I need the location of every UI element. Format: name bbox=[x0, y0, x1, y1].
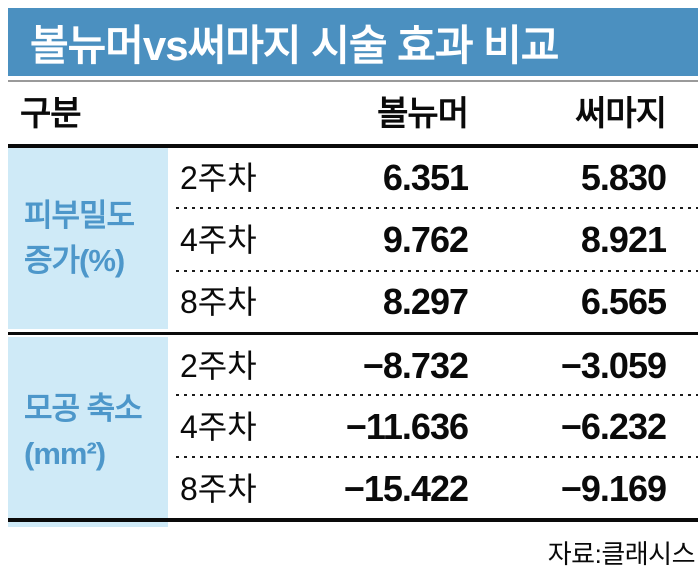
week-label: 8주차 bbox=[180, 284, 257, 320]
week-label: 2주차 bbox=[180, 348, 257, 384]
volnewmer-value: 8.297 bbox=[382, 281, 469, 322]
volnewmer-value: −11.636 bbox=[345, 406, 469, 447]
volnewmer-value: 9.762 bbox=[382, 219, 469, 260]
table-row: 2주차 6.351 5.830 bbox=[8, 149, 698, 207]
group-separator-rule bbox=[8, 332, 698, 335]
dotted-divider bbox=[176, 270, 698, 272]
table-row: 8주차 −15.422 −9.169 bbox=[8, 460, 698, 518]
group-label-pore-reduction: 모공 축소 (mm²) bbox=[8, 337, 168, 527]
thermage-value: 8.921 bbox=[580, 219, 667, 260]
source-credit: 자료:클래시스 bbox=[547, 539, 696, 566]
header-thermage: 써마지 bbox=[575, 95, 667, 133]
group-label-line: 증가(%) bbox=[24, 242, 125, 278]
header-rule bbox=[8, 144, 698, 148]
table-row: 4주차 9.762 8.921 bbox=[8, 211, 698, 269]
thermage-value: −3.059 bbox=[560, 345, 667, 386]
week-label: 4주차 bbox=[180, 409, 257, 445]
thermage-value: 5.830 bbox=[580, 157, 667, 198]
group-label-line: 모공 축소 bbox=[24, 391, 143, 427]
header-volnewmer: 볼뉴머 bbox=[377, 95, 469, 133]
thermage-value: −9.169 bbox=[560, 468, 667, 509]
table-row: 8주차 8.297 6.565 bbox=[8, 273, 698, 331]
thermage-value: −6.232 bbox=[560, 406, 667, 447]
table-row: 2주차 −8.732 −3.059 bbox=[8, 337, 698, 395]
volnewmer-value: −8.732 bbox=[362, 345, 469, 386]
group-label-skin-density: 피부밀도 증가(%) bbox=[8, 148, 168, 329]
header-category: 구분 bbox=[20, 95, 82, 133]
dotted-divider bbox=[176, 456, 698, 458]
group-label-line: (mm²) bbox=[24, 436, 106, 471]
title-underline bbox=[8, 80, 698, 82]
page-title: 볼뉴머vs써마지 시술 효과 비교 bbox=[30, 21, 559, 69]
dotted-divider bbox=[176, 394, 698, 396]
table-row: 4주차 −11.636 −6.232 bbox=[8, 398, 698, 456]
group-label-line: 피부밀도 bbox=[24, 197, 135, 233]
table-header: 구분 볼뉴머 써마지 bbox=[8, 88, 698, 140]
volnewmer-value: −15.422 bbox=[343, 468, 469, 509]
title-bar: 볼뉴머vs써마지 시술 효과 비교 bbox=[8, 8, 698, 76]
week-label: 4주차 bbox=[180, 222, 257, 258]
bottom-rule bbox=[8, 518, 698, 522]
thermage-value: 6.565 bbox=[580, 281, 667, 322]
volnewmer-value: 6.351 bbox=[382, 157, 469, 198]
week-label: 2주차 bbox=[180, 160, 257, 196]
week-label: 8주차 bbox=[180, 471, 257, 507]
dotted-divider bbox=[176, 207, 698, 209]
